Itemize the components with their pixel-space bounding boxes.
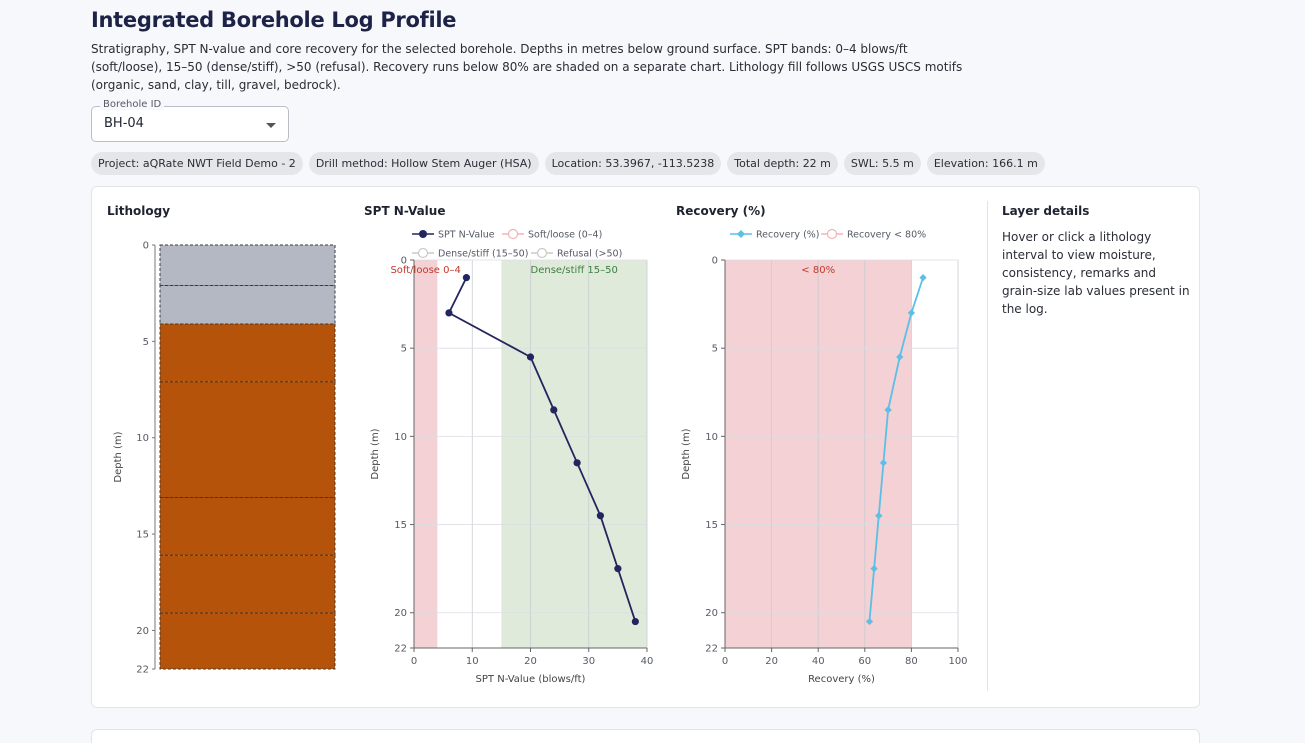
spt-data-point[interactable] xyxy=(631,617,639,626)
lithology-y-tick-label: 20 xyxy=(136,626,149,637)
chip-elevation: Elevation: 166.1 m xyxy=(926,152,1045,175)
recovery-legend-label: Recovery < 80% xyxy=(847,230,926,241)
spt-legend-label: Soft/loose (0–4) xyxy=(528,230,602,241)
spt-data-point[interactable] xyxy=(462,274,471,282)
recovery-x-tick-label: 0 xyxy=(722,656,728,667)
layer-details-title: Layer details xyxy=(1002,204,1090,218)
recovery-y-tick-label: 10 xyxy=(705,432,718,443)
recovery-series-line xyxy=(868,277,924,622)
lithology-interval[interactable] xyxy=(159,612,336,670)
recovery-data-point[interactable] xyxy=(907,309,915,317)
spt-y-tick-label: 10 xyxy=(394,432,407,443)
lithology-interval[interactable] xyxy=(159,244,336,286)
spt-x-tick-label: 10 xyxy=(466,656,479,667)
lithology-y-tick-label: 0 xyxy=(143,241,149,252)
spt-y-tick-label: 20 xyxy=(394,608,407,619)
recovery-legend-marker xyxy=(737,230,745,238)
spt-data-point[interactable] xyxy=(550,406,558,414)
recovery-y-tick-label: 5 xyxy=(712,344,718,355)
page-description: Stratigraphy, SPT N-value and core recov… xyxy=(91,42,963,92)
recovery-x-tick-label: 20 xyxy=(765,656,778,667)
recovery-legend-marker xyxy=(826,228,838,240)
spt-y-axis-label: Depth (m) xyxy=(370,428,381,479)
borehole-select-value: BH-04 xyxy=(104,116,144,131)
spt-legend-label: Refusal (>50) xyxy=(557,249,622,260)
chip-project: Project: aQRate NWT Field Demo - 2 xyxy=(91,152,303,175)
spt-band-label: Soft/loose 0–4 xyxy=(390,265,460,276)
lithology-y-tick-label: 15 xyxy=(136,530,149,541)
recovery-y-tick-label: 0 xyxy=(712,256,718,267)
spt-legend-marker xyxy=(507,228,519,240)
spt-x-axis-label: SPT N-Value (blows/ft) xyxy=(476,674,586,685)
lithology-interval[interactable] xyxy=(159,284,336,325)
recovery-data-point[interactable] xyxy=(865,617,874,626)
recovery-y-tick-label: 15 xyxy=(705,520,718,531)
recovery-x-tick-label: 40 xyxy=(812,656,825,667)
details-divider xyxy=(987,201,988,691)
page-title: Integrated Borehole Log Profile xyxy=(91,8,457,32)
lithology-y-axis-label: Depth (m) xyxy=(113,431,124,482)
spt-legend-marker xyxy=(536,247,548,259)
spt-x-tick-label: 20 xyxy=(524,656,537,667)
recovery-y-tick-label: 22 xyxy=(705,644,718,655)
borehole-info-chips: Project: aQRate NWT Field Demo - 2 Drill… xyxy=(91,152,1045,175)
layer-details-text: Hover or click a lithology interval to v… xyxy=(1002,230,1190,316)
recovery-data-point[interactable] xyxy=(884,406,892,414)
spt-x-tick-label: 30 xyxy=(582,656,595,667)
spt-legend-marker xyxy=(419,230,427,238)
spt-x-tick-label: 40 xyxy=(641,656,654,667)
recovery-data-point[interactable] xyxy=(875,512,883,520)
spt-band-label: Dense/stiff 15–50 xyxy=(531,265,618,276)
lithology-interval[interactable] xyxy=(159,496,336,556)
recovery-legend-label: Recovery (%) xyxy=(756,230,820,241)
spt-y-tick-label: 0 xyxy=(401,256,407,267)
spt-data-point[interactable] xyxy=(573,459,581,467)
recovery-x-tick-label: 100 xyxy=(948,656,967,667)
recovery-y-axis-label: Depth (m) xyxy=(681,428,692,479)
spt-data-point[interactable] xyxy=(445,309,453,317)
recovery-data-point[interactable] xyxy=(879,459,888,467)
spt-legend-marker xyxy=(417,247,429,259)
chevron-down-icon xyxy=(266,123,276,128)
spt-y-tick-label: 5 xyxy=(401,344,407,355)
spt-legend-label: Dense/stiff (15–50) xyxy=(438,249,528,260)
spt-y-tick-label: 15 xyxy=(394,520,407,531)
spt-data-point[interactable] xyxy=(614,565,622,573)
chip-total-depth: Total depth: 22 m xyxy=(727,152,838,175)
lithology-y-tick-label: 10 xyxy=(136,433,149,444)
recovery-data-point[interactable] xyxy=(870,565,878,573)
lithology-y-tick-label: 22 xyxy=(136,665,149,676)
chip-swl: SWL: 5.5 m xyxy=(843,152,921,175)
recovery-band-label: < 80% xyxy=(801,265,835,276)
recovery-x-axis-label: Recovery (%) xyxy=(808,674,875,685)
spt-y-tick-label: 22 xyxy=(394,644,407,655)
lithology-interval[interactable] xyxy=(159,381,336,498)
recovery-data-point[interactable] xyxy=(896,353,904,361)
recovery-data-point[interactable] xyxy=(919,274,927,282)
spt-band xyxy=(414,260,438,648)
lithology-y-tick-label: 5 xyxy=(143,337,149,348)
recovery-x-tick-label: 60 xyxy=(858,656,871,667)
chip-location: Location: 53.3967, -113.5238 xyxy=(544,152,722,175)
lithology-interval[interactable] xyxy=(159,323,336,383)
secondary-card xyxy=(91,729,1200,743)
recovery-title: Recovery (%) xyxy=(676,204,766,218)
spt-data-point[interactable] xyxy=(526,353,535,361)
spt-legend-label: SPT N-Value xyxy=(438,230,495,241)
borehole-select-label: Borehole ID xyxy=(100,99,165,110)
recovery-x-tick-label: 80 xyxy=(905,656,918,667)
chip-drill-method: Drill method: Hollow Stem Auger (HSA) xyxy=(308,152,539,175)
recovery-y-tick-label: 20 xyxy=(705,608,718,619)
lithology-title: Lithology xyxy=(107,204,171,218)
spt-x-tick-label: 0 xyxy=(411,656,417,667)
spt-data-point[interactable] xyxy=(596,512,605,520)
spt-title: SPT N-Value xyxy=(364,204,446,218)
lithology-interval[interactable] xyxy=(159,554,336,614)
borehole-select[interactable]: BH-04 xyxy=(91,106,289,142)
spt-series-line xyxy=(447,277,637,622)
